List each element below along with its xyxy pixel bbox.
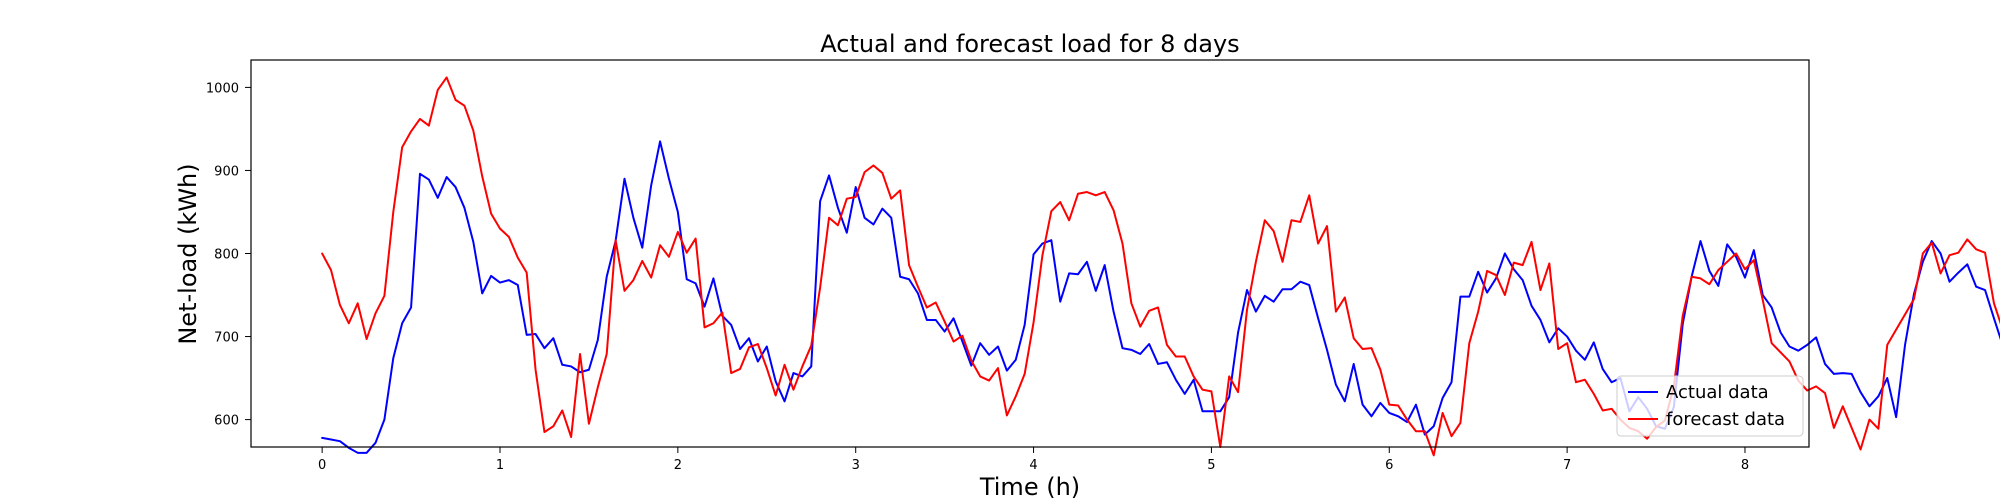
x-tick-label: 0 bbox=[318, 458, 326, 473]
legend: Actual data forecast data bbox=[1616, 375, 1804, 437]
y-axis-label: Net-load (kWh) bbox=[174, 163, 202, 344]
x-axis-label: Time (h) bbox=[979, 473, 1080, 500]
legend-box bbox=[1616, 375, 1804, 437]
x-tick-label: 7 bbox=[1563, 458, 1571, 473]
chart-title: Actual and forecast load for 8 days bbox=[820, 30, 1239, 58]
x-tick-label: 6 bbox=[1385, 458, 1393, 473]
forecast-data-series-line bbox=[321, 76, 2000, 457]
x-tick-label: 2 bbox=[674, 458, 682, 473]
legend-forecast-label: forecast data bbox=[1666, 409, 1785, 430]
y-tick-label: 800 bbox=[214, 248, 239, 263]
x-axis: 0 1 2 3 4 5 6 7 8 bbox=[318, 447, 1749, 473]
plot-area bbox=[321, 76, 2000, 457]
x-tick-label: 1 bbox=[496, 458, 504, 473]
legend-actual-label: Actual data bbox=[1666, 382, 1769, 403]
y-axis: 600 700 800 900 1000 bbox=[206, 81, 251, 429]
x-tick-label: 5 bbox=[1207, 458, 1215, 473]
x-tick-label: 4 bbox=[1029, 458, 1037, 473]
y-tick-label: 600 bbox=[214, 414, 239, 429]
y-tick-label: 900 bbox=[214, 164, 239, 179]
y-tick-label: 700 bbox=[214, 331, 239, 346]
y-tick-label: 1000 bbox=[206, 81, 239, 96]
x-tick-label: 8 bbox=[1741, 458, 1749, 473]
actual-data-series-line bbox=[321, 140, 2000, 454]
x-tick-label: 3 bbox=[852, 458, 860, 473]
plot-frame bbox=[250, 59, 1810, 448]
